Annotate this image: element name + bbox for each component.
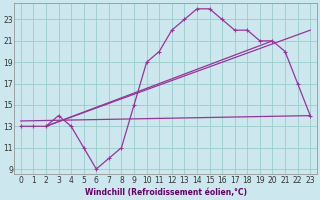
X-axis label: Windchill (Refroidissement éolien,°C): Windchill (Refroidissement éolien,°C) xyxy=(84,188,246,197)
